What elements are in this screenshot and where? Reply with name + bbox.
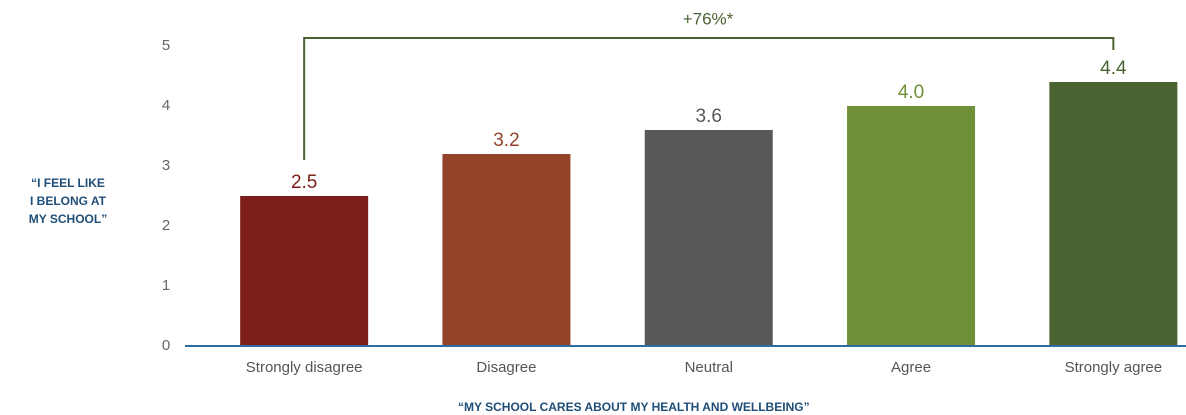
x-tick-label: Agree: [891, 359, 931, 376]
annotation-bracket: [303, 37, 1115, 160]
bar: [644, 130, 773, 346]
annotation: +76%*: [683, 9, 734, 28]
x-tick-label: Strongly agree: [1065, 359, 1163, 376]
value-label: 2.5: [291, 172, 317, 193]
x-tick-label: Neutral: [685, 359, 733, 376]
bar: [847, 106, 976, 346]
y-tick-label: 3: [162, 157, 170, 174]
x-tick-label: Strongly disagree: [246, 359, 363, 376]
value-label: 4.4: [1100, 58, 1127, 79]
y-axis-label: “I FEEL LIKE: [31, 176, 105, 190]
y-tick-label: 1: [162, 277, 170, 294]
y-tick-label: 2: [162, 217, 170, 234]
bar: [442, 154, 571, 346]
value-label: 3.6: [696, 106, 722, 127]
value-label: 4.0: [898, 82, 924, 103]
y-axis-label: MY SCHOOL”: [29, 212, 107, 226]
y-tick-label: 5: [162, 37, 170, 54]
x-axis-label: “MY SCHOOL CARES ABOUT MY HEALTH AND WEL…: [458, 400, 810, 414]
value-label: 3.2: [493, 130, 519, 151]
y-axis-label: I BELONG AT: [30, 194, 107, 208]
bar: [240, 196, 369, 346]
y-tick-label: 4: [162, 97, 170, 114]
x-tick-label: Disagree: [476, 359, 536, 376]
bar: [1049, 82, 1178, 346]
y-tick-label: 0: [162, 337, 170, 354]
